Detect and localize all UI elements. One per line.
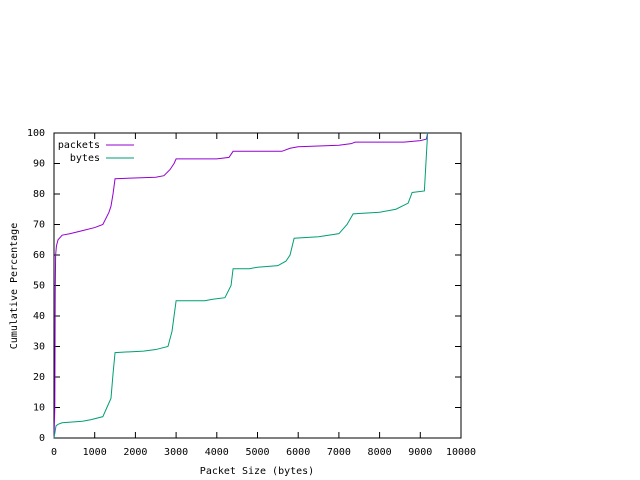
x-tick-label: 1000 (83, 447, 107, 458)
series-line (53, 132, 429, 439)
series-line (53, 132, 429, 439)
y-tick-label: 60 (33, 250, 45, 261)
x-tick-label: 6000 (286, 447, 310, 458)
y-tick-label: 100 (27, 128, 45, 139)
y-tick-label: 30 (33, 342, 45, 353)
y-tick-label: 50 (33, 281, 45, 292)
y-axis-label: Cumulative Percentage (9, 223, 20, 349)
x-tick-label: 10000 (446, 447, 476, 458)
y-tick-label: 70 (33, 220, 45, 231)
y-tick-label: 10 (33, 403, 45, 414)
legend-label: packets (58, 140, 100, 151)
y-tick-label: 20 (33, 372, 45, 383)
x-axis-label: Packet Size (bytes) (200, 466, 314, 477)
x-tick-label: 2000 (123, 447, 147, 458)
x-tick-label: 8000 (368, 447, 392, 458)
y-tick-label: 90 (33, 159, 45, 170)
y-tick-label: 40 (33, 311, 45, 322)
x-tick-label: 5000 (245, 447, 269, 458)
y-tick-label: 0 (39, 433, 45, 444)
x-tick-label: 9000 (408, 447, 432, 458)
y-tick-label: 80 (33, 189, 45, 200)
x-tick-label: 7000 (327, 447, 351, 458)
x-tick-label: 4000 (205, 447, 229, 458)
x-tick-label: 3000 (164, 447, 188, 458)
x-tick-label: 0 (51, 447, 57, 458)
legend-label: bytes (70, 153, 100, 164)
